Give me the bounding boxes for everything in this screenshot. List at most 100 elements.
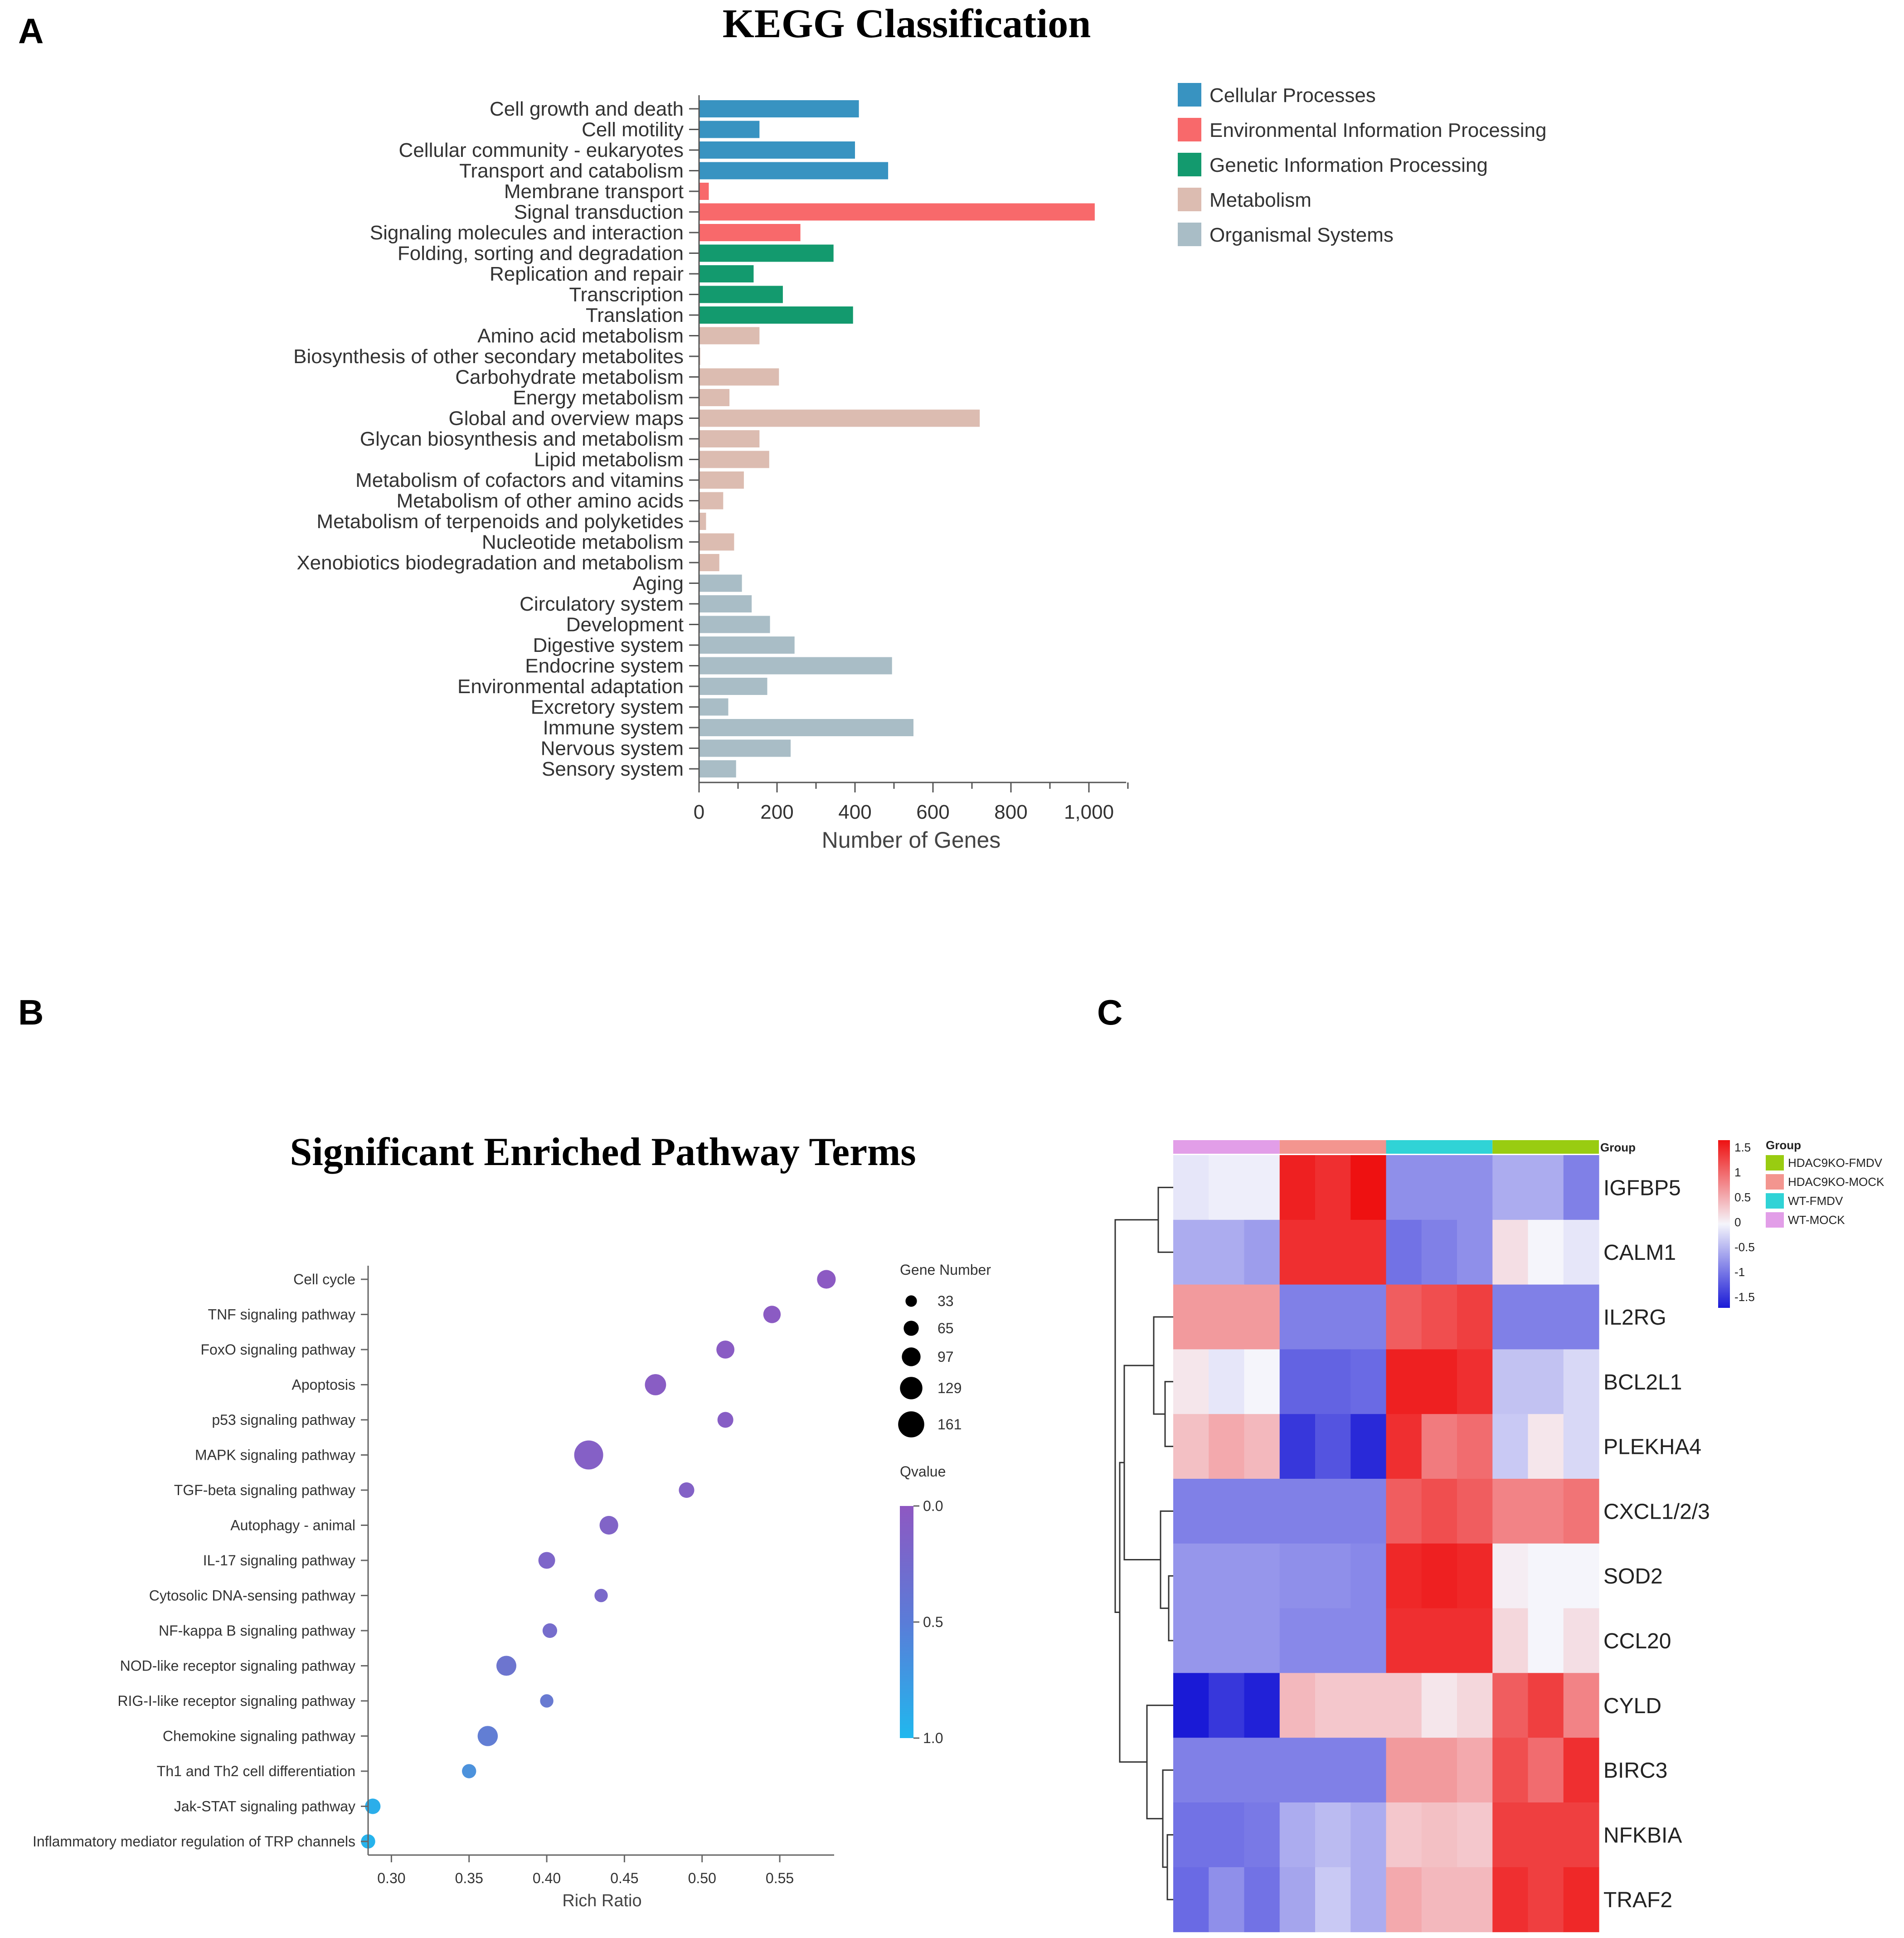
heatmap-cell	[1209, 1802, 1245, 1868]
heatmap-cell	[1563, 1349, 1599, 1414]
heatmap-gene-label: CCL20	[1603, 1629, 1671, 1653]
heatmap-cell	[1386, 1738, 1422, 1803]
heatmap-legend-swatch	[1766, 1174, 1784, 1190]
heatmap-gene-label: BCL2L1	[1603, 1370, 1682, 1394]
gene-number-legend-dot	[903, 1321, 919, 1336]
heatmap-cell	[1528, 1738, 1564, 1803]
heatmap-cell	[1173, 1802, 1209, 1868]
pathway-x-tick-label: 0.55	[766, 1870, 794, 1886]
gene-number-legend: 33 65 97 129 161	[898, 1293, 962, 1438]
gene-number-legend-dot	[900, 1377, 923, 1399]
kegg-bar	[699, 265, 754, 282]
pathway-point	[717, 1412, 733, 1428]
pathway-label: RIG-I-like receptor signaling pathway	[117, 1693, 355, 1709]
dendrogram-branch	[1164, 1381, 1173, 1447]
heatmap-cell	[1279, 1219, 1316, 1285]
kegg-bar	[699, 739, 791, 757]
pathway-point	[599, 1515, 618, 1535]
kegg-bar	[699, 306, 853, 324]
kegg-category-label: Excretory system	[531, 696, 684, 719]
pathway-point	[538, 1552, 555, 1569]
kegg-bar	[699, 368, 779, 386]
kegg-bar	[699, 760, 736, 777]
heatmap-cell	[1457, 1802, 1493, 1868]
gene-number-legend-dot	[902, 1347, 921, 1366]
heatmap-cell	[1421, 1479, 1457, 1544]
heatmap-scale-tick-label: 1	[1734, 1166, 1741, 1179]
kegg-category-label: Global and overview maps	[449, 408, 684, 430]
heatmap-cell	[1350, 1738, 1387, 1803]
heatmap-cell	[1315, 1543, 1351, 1609]
heatmap-cell	[1244, 1867, 1280, 1933]
kegg-legend: Cellular Processes Environmental Informat…	[1178, 83, 1546, 246]
kegg-bar	[699, 554, 719, 571]
heatmap-cell	[1563, 1738, 1599, 1803]
kegg-category-label: Carbohydrate metabolism	[455, 366, 684, 389]
heatmap-cell	[1209, 1284, 1245, 1350]
heatmap-cell	[1173, 1738, 1209, 1803]
heatmap-cell	[1279, 1802, 1316, 1868]
heatmap-cell	[1209, 1543, 1245, 1609]
pathway-bubble-chart: Significant Enriched Pathway Terms Cell …	[33, 1130, 991, 1910]
heatmap-cell	[1350, 1284, 1387, 1350]
pathway-label: TGF-beta signaling pathway	[174, 1482, 355, 1498]
kegg-bar	[699, 141, 855, 159]
heatmap-cell	[1492, 1219, 1529, 1285]
heatmap-cell	[1421, 1673, 1457, 1738]
heatmap-scale-tick-label: -1	[1734, 1265, 1745, 1279]
heatmap-cell	[1421, 1738, 1457, 1803]
heatmap-cell	[1209, 1349, 1245, 1414]
gene-number-legend-label: 129	[937, 1380, 962, 1396]
heatmap-cell	[1563, 1543, 1599, 1609]
heatmap-cell	[1457, 1479, 1493, 1544]
expression-heatmap: Group IGFBP5 CALM1 IL2RG BCL2L1 PLEKHA4 CXCL1…	[1114, 1138, 1885, 1933]
heatmap-cell	[1279, 1867, 1316, 1933]
heatmap-cell	[1457, 1867, 1493, 1933]
kegg-legend-swatch	[1178, 118, 1201, 141]
dendrogram-branch	[1166, 1834, 1173, 1900]
pathway-point	[542, 1623, 558, 1638]
heatmap-legend-title: Group	[1766, 1138, 1801, 1152]
heatmap-cell	[1350, 1155, 1387, 1220]
heatmap-legend-label: HDAC9KO-MOCK	[1788, 1175, 1885, 1189]
heatmap-cell	[1492, 1608, 1529, 1673]
qvalue-colorbar-tick-label: 1.0	[923, 1730, 943, 1746]
heatmap-cell	[1386, 1543, 1422, 1609]
dendrogram-branch	[1157, 1186, 1173, 1253]
heatmap-cell	[1279, 1414, 1316, 1479]
heatmap-cell	[1244, 1738, 1280, 1803]
heatmap-group-bar-label: Group	[1600, 1141, 1636, 1154]
pathway-point	[477, 1726, 498, 1746]
qvalue-legend-title: Qvalue	[900, 1463, 946, 1480]
kegg-bar	[699, 244, 834, 262]
heatmap-cell	[1563, 1673, 1599, 1738]
pathway-x-tick-label: 0.30	[377, 1870, 405, 1886]
dendrogram-branch	[1114, 1219, 1158, 1613]
heatmap-cell	[1173, 1608, 1209, 1673]
heatmap-gene-labels: IGFBP5 CALM1 IL2RG BCL2L1 PLEKHA4 CXCL1/2/3 SO…	[1603, 1176, 1710, 1912]
heatmap-cell	[1457, 1219, 1493, 1285]
heatmap-cells	[1173, 1155, 1599, 1933]
heatmap-color-scale	[1718, 1140, 1730, 1308]
heatmap-cell	[1279, 1738, 1316, 1803]
heatmap-cell	[1315, 1349, 1351, 1414]
kegg-legend-label: Cellular Processes	[1209, 84, 1376, 107]
kegg-legend-swatch	[1178, 83, 1201, 107]
kegg-legend-swatch	[1178, 223, 1201, 246]
kegg-bar	[699, 389, 730, 406]
heatmap-cell	[1173, 1414, 1209, 1479]
heatmap-cell	[1244, 1155, 1280, 1220]
heatmap-gene-label: IGFBP5	[1603, 1176, 1681, 1200]
kegg-category-label: Immune system	[543, 717, 684, 739]
pathway-x-axis: 0.30 0.35 0.40 0.45 0.50 0.55	[361, 1266, 834, 1886]
heatmap-color-scale-ticks: 1.5 1 0.5 0 -0.5 -1 -1.5	[1734, 1141, 1755, 1304]
kegg-category-label: Cell growth and death	[490, 98, 684, 120]
heatmap-cell	[1244, 1543, 1280, 1609]
heatmap-gene-label: CALM1	[1603, 1241, 1676, 1265]
kegg-bar	[699, 451, 769, 468]
dendrogram-branch	[1168, 1575, 1173, 1642]
heatmap-cell	[1421, 1349, 1457, 1414]
heatmap-cell	[1421, 1414, 1457, 1479]
heatmap-cell	[1315, 1414, 1351, 1479]
